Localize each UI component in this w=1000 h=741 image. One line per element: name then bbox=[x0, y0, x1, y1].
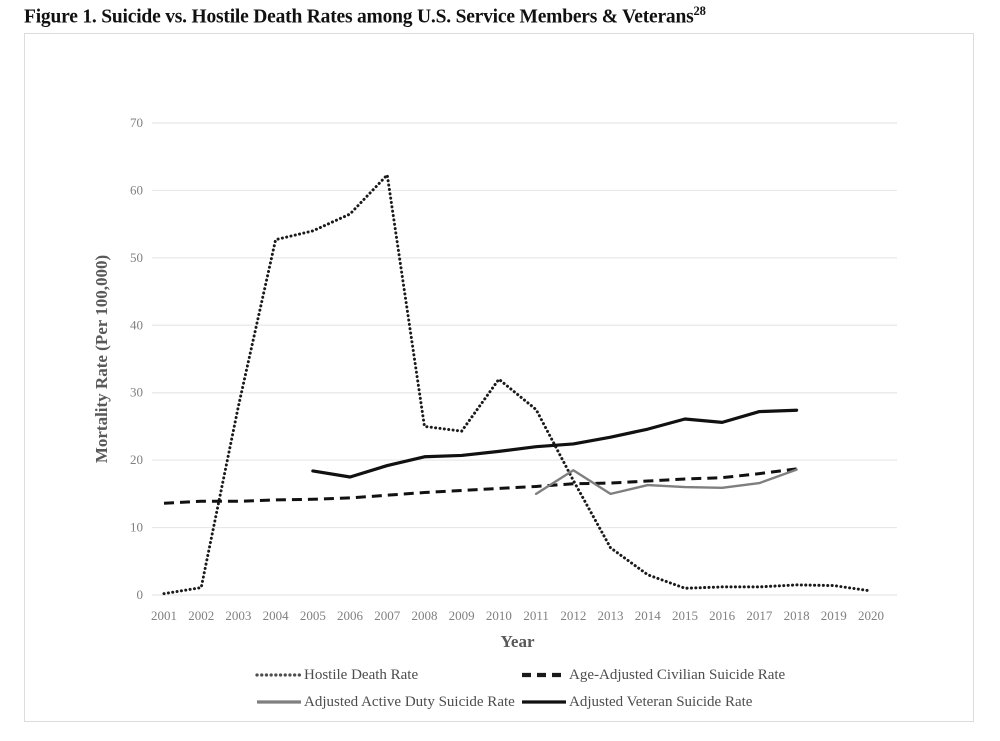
x-axis-tick-label: 2009 bbox=[449, 608, 475, 623]
y-axis-tick-label: 30 bbox=[130, 385, 143, 400]
x-axis-tick-label: 2018 bbox=[784, 608, 810, 623]
figure-caption-superscript: 28 bbox=[693, 4, 706, 18]
mortality-rate-line-chart: 0 10 20 30 40 50 60 70 2001 2002 2003 2004 2005 2006… bbox=[92, 115, 897, 710]
x-axis-tick-label: 2010 bbox=[486, 608, 512, 623]
x-axis-title: Year bbox=[501, 632, 535, 651]
legend-item-label: Age-Adjusted Civilian Suicide Rate bbox=[569, 667, 786, 683]
x-axis-tick-label: 2006 bbox=[337, 608, 364, 623]
y-axis-tick-labels: 0 10 20 30 40 50 60 70 bbox=[130, 115, 143, 602]
x-axis-tick-label: 2020 bbox=[858, 608, 884, 623]
x-axis-tick-label: 2014 bbox=[635, 608, 662, 623]
chart-legend: Hostile Death Rate Age-Adjusted Civilian … bbox=[255, 667, 786, 710]
x-axis-tick-label: 2001 bbox=[151, 608, 177, 623]
x-axis-tick-label: 2002 bbox=[188, 608, 214, 623]
x-axis-tick-label: 2007 bbox=[374, 608, 401, 623]
legend-item-label: Hostile Death Rate bbox=[304, 667, 418, 683]
y-axis-tick-label: 50 bbox=[130, 250, 143, 265]
y-axis-tick-label: 0 bbox=[137, 587, 144, 602]
x-axis-tick-label: 2011 bbox=[523, 608, 549, 623]
x-axis-tick-label: 2016 bbox=[709, 608, 736, 623]
x-axis-tick-label: 2012 bbox=[560, 608, 586, 623]
y-axis-title: Mortality Rate (Per 100,000) bbox=[92, 255, 111, 463]
y-axis-tick-label: 40 bbox=[130, 317, 143, 332]
y-axis-tick-label: 70 bbox=[130, 115, 143, 130]
chart-series-line bbox=[162, 173, 873, 596]
y-axis-tick-label: 20 bbox=[130, 452, 143, 467]
x-axis-tick-label: 2013 bbox=[598, 608, 624, 623]
chart-frame: 0 10 20 30 40 50 60 70 2001 2002 2003 2004 2005 2006… bbox=[24, 33, 974, 722]
x-axis-tick-label: 2015 bbox=[672, 608, 698, 623]
x-axis-tick-label: 2005 bbox=[300, 608, 326, 623]
legend-item-label: Adjusted Veteran Suicide Rate bbox=[569, 694, 753, 710]
chart-series-line bbox=[534, 468, 798, 496]
x-axis-tick-label: 2008 bbox=[411, 608, 437, 623]
chart-series-line bbox=[311, 408, 799, 479]
chart-series-layer bbox=[162, 173, 873, 596]
chart-series-line bbox=[163, 467, 797, 505]
chart-gridlines bbox=[152, 122, 897, 596]
y-axis-tick-label: 60 bbox=[130, 182, 143, 197]
x-axis-tick-label: 2004 bbox=[263, 608, 290, 623]
x-axis-tick-label: 2017 bbox=[746, 608, 773, 623]
x-axis-tick-label: 2019 bbox=[821, 608, 847, 623]
figure-caption-text: Figure 1. Suicide vs. Hostile Death Rate… bbox=[24, 6, 694, 28]
legend-item-label: Adjusted Active Duty Suicide Rate bbox=[304, 694, 515, 710]
x-axis-tick-label: 2003 bbox=[225, 608, 251, 623]
x-axis-tick-labels: 2001 2002 2003 2004 2005 2006 2007 2008 2009 2010… bbox=[151, 608, 884, 623]
page-title: Figure 1. Suicide vs. Hostile Death Rate… bbox=[24, 4, 974, 29]
y-axis-tick-label: 10 bbox=[130, 520, 143, 535]
